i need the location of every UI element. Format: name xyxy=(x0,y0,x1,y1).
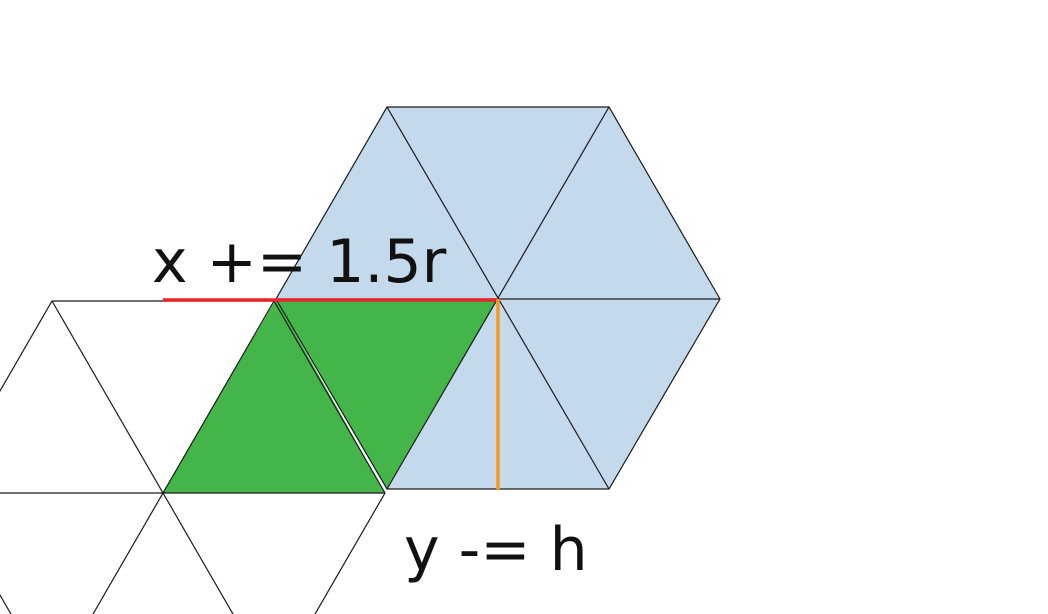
y-step-label: y -= h xyxy=(404,515,588,585)
green-triangle-right xyxy=(276,299,498,489)
green-triangle-left xyxy=(163,299,385,493)
x-step-label: x += 1.5r xyxy=(152,227,447,297)
